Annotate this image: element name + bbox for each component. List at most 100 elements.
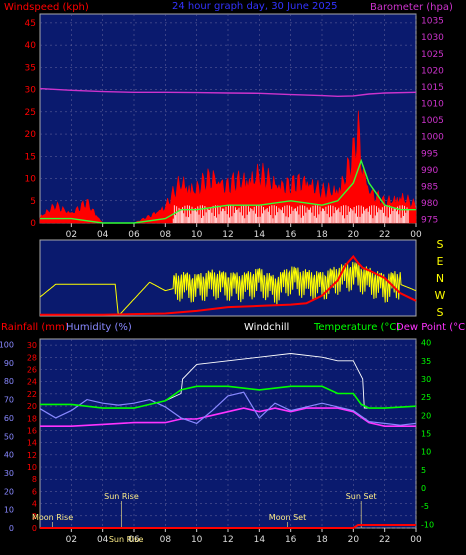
rainfall-tick-label: 12 xyxy=(27,451,37,460)
time-tick-label: 14 xyxy=(254,535,266,545)
barometer-axis: 975 980 985 990 995 1000 1005 1010 1015 1020 1025 1… xyxy=(421,17,444,226)
temperature-axis: -10 -5 0 5 10 15 20 25 30 35 40 xyxy=(421,339,434,530)
humidity-tick-label: 80 xyxy=(4,377,14,386)
barometer-tick-label: 1025 xyxy=(421,50,444,60)
direction-label: S xyxy=(437,238,444,251)
direction-label: S xyxy=(437,306,444,319)
time-tick-label: 20 xyxy=(348,230,360,240)
event-label: Sun Rise xyxy=(104,492,139,501)
time-tick-label: 06 xyxy=(128,230,140,240)
temperature-tick-label: -5 xyxy=(421,502,429,511)
direction-label: W xyxy=(435,289,446,302)
temperature-tick-label: 0 xyxy=(421,484,426,493)
humidity-tick-label: 70 xyxy=(4,396,14,405)
direction-label: N xyxy=(436,272,444,285)
rainfall-tick-label: 22 xyxy=(27,390,37,399)
time-tick-label: 00 xyxy=(410,535,422,545)
humidity-tick-label: 60 xyxy=(4,414,14,423)
time-tick-label: 18 xyxy=(316,535,328,545)
barometer-tick-label: 1010 xyxy=(421,100,444,110)
time-tick-label: 00 xyxy=(410,230,422,240)
rainfall-tick-label: 10 xyxy=(27,463,37,472)
barometer-tick-label: 1035 xyxy=(421,17,444,27)
windspeed-tick-label: 5 xyxy=(30,197,36,207)
time-tick-label: 16 xyxy=(285,535,297,545)
event-label: Moon Set xyxy=(269,513,306,522)
time-tick-label: 08 xyxy=(160,535,172,545)
time-tick-label: 10 xyxy=(191,230,203,240)
rainfall-tick-label: 6 xyxy=(32,487,37,496)
rainfall-tick-label: 0 xyxy=(32,524,37,533)
time-tick-label: 16 xyxy=(285,230,297,240)
time-tick-label: 12 xyxy=(222,230,233,240)
wind-panel-series xyxy=(39,87,417,224)
direction-panel-series xyxy=(39,254,417,316)
graph-title: 24 hour graph day, 30 June 2025 xyxy=(172,1,338,12)
rainfall-tick-label: 28 xyxy=(27,353,37,362)
windspeed-tick-label: 20 xyxy=(25,130,37,140)
legend-temperature: Temperature (°C) xyxy=(313,322,400,333)
time-tick-label: 12 xyxy=(222,535,233,545)
time-tick-label: 14 xyxy=(254,230,266,240)
barometer-tick-label: 980 xyxy=(421,199,438,209)
temperature-panel-series xyxy=(39,353,417,529)
temperature-tick-label: 10 xyxy=(421,448,431,457)
temperature-panel-grid xyxy=(40,339,417,529)
barometer-series xyxy=(39,87,417,98)
time-tick-label: 08 xyxy=(160,230,172,240)
rainfall-series xyxy=(40,524,416,529)
time-tick-label: 22 xyxy=(379,230,390,240)
windspeed-tick-label: 10 xyxy=(25,175,37,185)
humidity-tick-label: 90 xyxy=(4,359,14,368)
barometer-tick-label: 1005 xyxy=(421,116,444,126)
humidity-series xyxy=(39,391,417,426)
windspeed-tick-label: 0 xyxy=(30,219,36,229)
legend-humidity: Humidity (%) xyxy=(66,322,132,333)
time-tick-label: 06 xyxy=(128,535,140,545)
windspeed-axis-title: Windspeed (kph) xyxy=(4,2,89,13)
rainfall-tick-label: 8 xyxy=(32,475,37,484)
direction-series xyxy=(39,261,417,315)
humidity-tick-label: 100 xyxy=(0,341,14,350)
gust-series xyxy=(172,205,409,223)
event-label: Moon Rise xyxy=(32,513,73,522)
dewpoint-series xyxy=(40,407,416,427)
barometer-tick-label: 1030 xyxy=(421,33,444,43)
humidity-tick-label: 10 xyxy=(4,506,14,515)
windspeed-tick-label: 15 xyxy=(25,152,36,162)
legend-windchill: Windchill xyxy=(244,322,289,333)
time-tick-label: 10 xyxy=(191,535,203,545)
time-tick-label: 20 xyxy=(348,535,360,545)
windspeed-tick-label: 30 xyxy=(25,86,37,96)
rainfall-tick-label: 16 xyxy=(27,426,37,435)
temperature-tick-label: 5 xyxy=(421,466,426,475)
humidity-tick-label: 50 xyxy=(4,432,14,441)
rainfall-tick-label: 30 xyxy=(27,341,37,350)
barometer-tick-label: 1000 xyxy=(421,133,444,143)
windspeed-tick-label: 25 xyxy=(25,108,36,118)
windspeed-tick-label: 40 xyxy=(25,41,37,51)
barometer-axis-title: Barometer (hpa) xyxy=(370,2,453,13)
rainfall-tick-label: 20 xyxy=(27,402,37,411)
temperature-tick-label: -10 xyxy=(421,520,434,529)
time-tick-label: 02 xyxy=(66,535,77,545)
legend-rainfall: Rainfall (mm) xyxy=(1,322,69,333)
humidity-tick-label: 0 xyxy=(9,524,14,533)
windspeed-series xyxy=(39,110,417,224)
rainfall-tick-label: 24 xyxy=(27,378,37,387)
temperature-tick-label: 25 xyxy=(421,393,431,402)
barometer-tick-label: 975 xyxy=(421,216,438,226)
barometer-tick-label: 1020 xyxy=(421,66,444,76)
direction-label: E xyxy=(437,255,444,268)
legend-dewpoint: Dew Point (°C) xyxy=(396,322,466,333)
wind-panel-time-axis: 02 04 06 08 10 12 14 16 18 20 22 00 xyxy=(66,223,422,240)
rainfall-tick-label: 4 xyxy=(32,500,37,509)
temperature-tick-label: 35 xyxy=(421,357,431,366)
temperature-tick-label: 20 xyxy=(421,411,431,420)
time-tick-label: 18 xyxy=(316,230,328,240)
time-tick-label: 02 xyxy=(66,230,77,240)
windspeed-tick-label: 45 xyxy=(25,19,36,29)
